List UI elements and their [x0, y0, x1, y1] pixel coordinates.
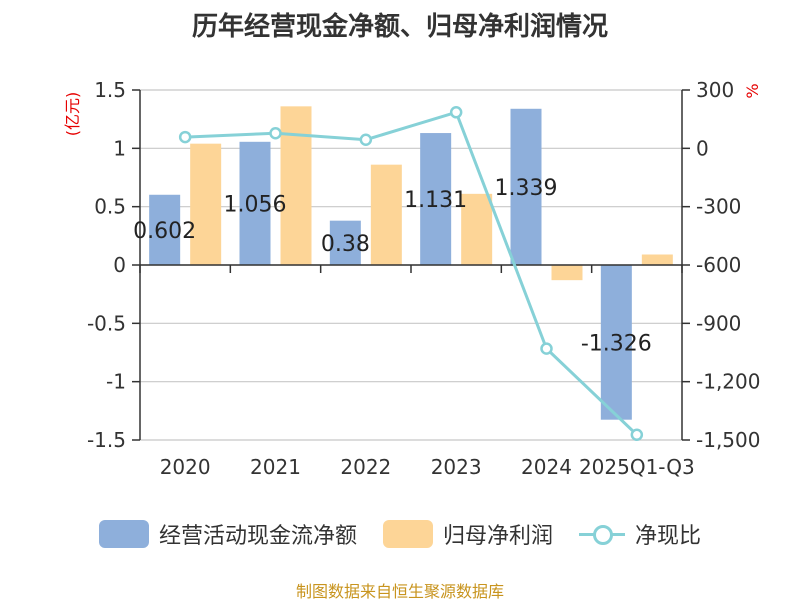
data-label-cashflow: 1.056: [224, 192, 287, 217]
x-tick-label: 2021: [250, 455, 301, 479]
legend-swatch-ratio: [579, 522, 625, 546]
bar-net-profit: [370, 164, 402, 265]
y-left-tick-label: -1: [106, 370, 126, 394]
bar-net-profit: [641, 254, 673, 265]
legend-label-cashflow: 经营活动现金流净额: [158, 524, 357, 549]
point-ratio: [449, 106, 463, 119]
y-left-tick-label: -0.5: [87, 311, 126, 335]
data-label-cashflow: 0.602: [133, 219, 196, 244]
y-right-tick-label: -1,500: [696, 428, 760, 452]
legend-swatch-cashflow: [98, 520, 149, 548]
line-ratio: [185, 110, 638, 436]
legend: 经营活动现金流净额 归母净利润 净现比: [0, 512, 800, 556]
chart-title: 历年经营现金净额、归母净利润情况: [191, 12, 608, 42]
bar-cashflow: [239, 141, 271, 265]
bar-net-profit: [551, 265, 583, 281]
point-ratio: [630, 428, 644, 441]
y-left-tick-label: -1.5: [87, 428, 126, 452]
x-tick-label: 2020: [160, 455, 211, 479]
y-left-unit: (亿元): [63, 92, 82, 137]
point-ratio: [178, 130, 192, 144]
data-label-cashflow: 1.339: [495, 176, 558, 201]
legend-label-net-profit: 归母净利润: [442, 524, 553, 549]
y-left-tick-label: 0: [113, 253, 126, 277]
y-left-tick-label: 1.5: [94, 78, 126, 102]
data-label-cashflow: -1.326: [581, 331, 652, 356]
bar-cashflow: [600, 265, 632, 420]
legend-item-ratio[interactable]: 净现比: [579, 518, 701, 550]
y-right-tick-label: 0: [696, 136, 709, 160]
point-ratio: [540, 342, 553, 355]
y-left-tick-label: 1: [113, 136, 126, 160]
y-right-tick-label: -600: [696, 253, 741, 277]
y-right-tick-label: -900: [696, 311, 741, 335]
x-tick-label: 2023: [431, 455, 482, 479]
x-tick-label: 2024: [521, 455, 572, 479]
legend-item-net-profit[interactable]: 归母净利润: [382, 518, 553, 550]
legend-label-ratio: 净现比: [635, 524, 702, 549]
y-right-tick-label: -1,200: [696, 370, 760, 394]
x-tick-label: 2025Q1-Q3: [579, 455, 695, 479]
data-label-cashflow: 1.131: [404, 188, 467, 213]
legend-item-cashflow[interactable]: 经营活动现金流净额: [98, 518, 357, 550]
bar-cashflow: [420, 133, 452, 265]
legend-swatch-net-profit: [382, 520, 433, 548]
y-right-tick-label: -300: [696, 195, 741, 219]
bar-net-profit: [280, 106, 312, 265]
bar-net-profit: [461, 193, 493, 265]
bar-net-profit: [190, 143, 222, 265]
x-tick-label: 2022: [340, 455, 391, 479]
y-right-tick-label: 300: [696, 78, 734, 102]
y-left-tick-label: 0.5: [94, 195, 126, 219]
bar-cashflow: [329, 220, 361, 265]
y-right-unit: %: [743, 83, 762, 98]
bar-cashflow: [149, 194, 181, 265]
point-ratio: [269, 126, 282, 140]
source-note: 制图数据来自恒生聚源数据库: [295, 582, 504, 601]
point-ratio: [359, 133, 373, 146]
bar-cashflow: [510, 108, 542, 266]
data-label-cashflow: 0.38: [321, 232, 370, 257]
